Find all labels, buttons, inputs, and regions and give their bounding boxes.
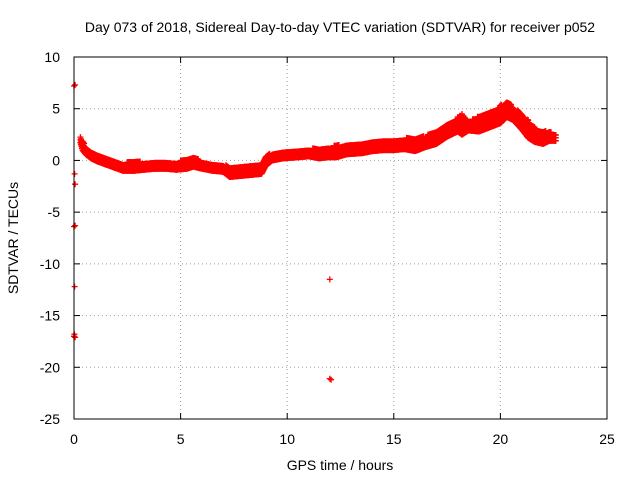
data-marks: [71, 81, 559, 383]
tick-marks: [73, 56, 608, 420]
plot-frame: [73, 56, 608, 420]
y-tick-label: 5: [52, 101, 60, 117]
x-tick-label: 15: [386, 431, 402, 447]
data-point: [71, 170, 78, 177]
data-point: [71, 283, 78, 290]
y-tick-label: -20: [40, 359, 60, 375]
y-tick-label: 10: [44, 49, 60, 65]
data-point: [72, 81, 79, 88]
y-tick-label: 0: [52, 152, 60, 168]
y-tick-label: -15: [40, 308, 60, 324]
data-point: [328, 376, 335, 383]
x-tick-label: 5: [177, 431, 185, 447]
x-tick-label: 0: [70, 431, 78, 447]
y-tick-labels: -25 -20 -15 -10 -5 0 5 10: [40, 49, 60, 427]
y-axis-label: SDTVAR / TECUs: [5, 182, 21, 294]
data-point: [72, 334, 79, 341]
data-point: [72, 222, 79, 229]
data-point: [72, 181, 79, 188]
data-point: [326, 375, 333, 382]
x-tick-labels: 0 5 10 15 20 25: [70, 431, 615, 447]
chart-title: Day 073 of 2018, Sidereal Day-to-day VTE…: [85, 19, 595, 35]
y-tick-label: -25: [40, 411, 60, 427]
x-axis-label: GPS time / hours: [287, 457, 394, 473]
grid-layer: [74, 57, 607, 419]
y-tick-label: -5: [48, 204, 61, 220]
data-point: [326, 276, 333, 283]
x-tick-label: 10: [279, 431, 295, 447]
x-tick-label: 20: [493, 431, 509, 447]
y-tick-label: -10: [40, 256, 60, 272]
x-tick-label: 25: [599, 431, 615, 447]
